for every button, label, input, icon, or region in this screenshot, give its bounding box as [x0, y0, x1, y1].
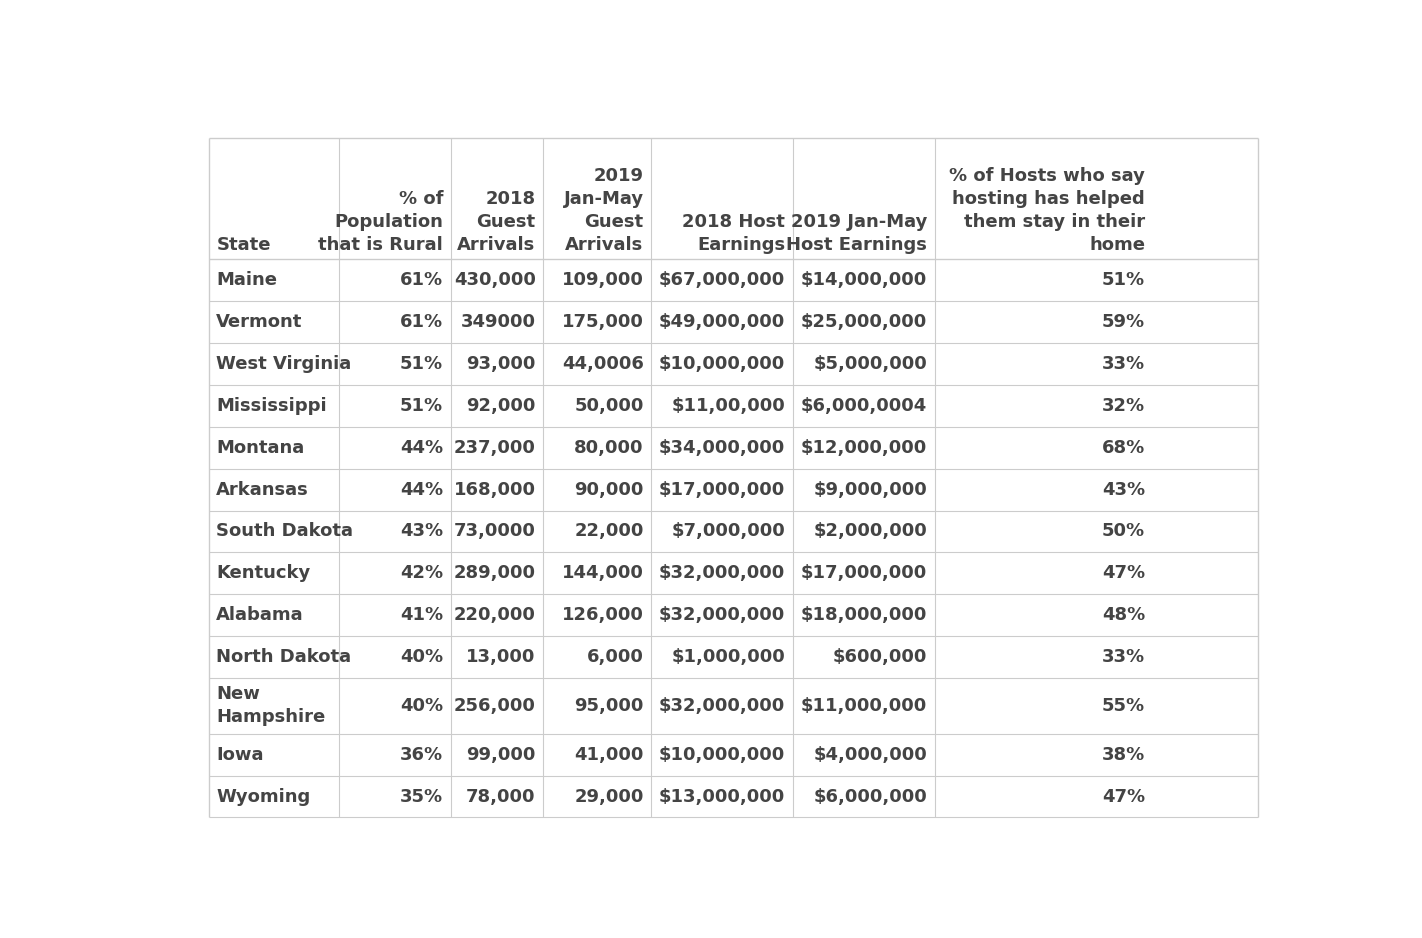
Text: $11,00,000: $11,00,000	[671, 397, 785, 415]
Text: $6,000,000: $6,000,000	[813, 788, 927, 806]
Text: 59%: 59%	[1102, 313, 1145, 331]
Text: Mississippi: Mississippi	[216, 397, 327, 415]
Text: 44,0006: 44,0006	[562, 355, 644, 373]
Text: 95,000: 95,000	[574, 697, 644, 715]
Text: $1,000,000: $1,000,000	[671, 648, 785, 666]
Text: Kentucky: Kentucky	[216, 565, 310, 582]
Text: 220,000: 220,000	[454, 606, 536, 625]
Text: Vermont: Vermont	[216, 313, 303, 331]
Text: $9,000,000: $9,000,000	[813, 480, 927, 499]
Text: 289,000: 289,000	[454, 565, 536, 582]
Text: 109,000: 109,000	[562, 271, 644, 289]
Text: Montana: Montana	[216, 439, 304, 457]
Text: 99,000: 99,000	[466, 746, 536, 764]
Text: 61%: 61%	[400, 271, 444, 289]
Text: 256,000: 256,000	[454, 697, 536, 715]
Text: $7,000,000: $7,000,000	[671, 522, 785, 540]
Text: 33%: 33%	[1102, 648, 1145, 666]
Text: $5,000,000: $5,000,000	[813, 355, 927, 373]
Text: 13,000: 13,000	[466, 648, 536, 666]
Text: % of Hosts who say
hosting has helped
them stay in their
home: % of Hosts who say hosting has helped th…	[950, 167, 1145, 254]
Text: $25,000,000: $25,000,000	[801, 313, 927, 331]
Text: 33%: 33%	[1102, 355, 1145, 373]
Text: New
Hampshire: New Hampshire	[216, 686, 326, 726]
Text: $11,000,000: $11,000,000	[801, 697, 927, 715]
Text: 430,000: 430,000	[454, 271, 536, 289]
Text: 349000: 349000	[461, 313, 536, 331]
Text: 168,000: 168,000	[454, 480, 536, 499]
Text: 92,000: 92,000	[466, 397, 536, 415]
Text: % of
Population
that is Rural: % of Population that is Rural	[319, 190, 444, 254]
Text: 22,000: 22,000	[574, 522, 644, 540]
Text: 43%: 43%	[1102, 480, 1145, 499]
Text: South Dakota: South Dakota	[216, 522, 353, 540]
Text: 43%: 43%	[400, 522, 444, 540]
Text: 35%: 35%	[400, 788, 444, 806]
Text: 237,000: 237,000	[454, 439, 536, 457]
Text: 40%: 40%	[400, 697, 444, 715]
Text: $17,000,000: $17,000,000	[658, 480, 785, 499]
Text: $4,000,000: $4,000,000	[813, 746, 927, 764]
Text: 38%: 38%	[1102, 746, 1145, 764]
Text: 29,000: 29,000	[574, 788, 644, 806]
Text: 2019 Jan-May
Host Earnings: 2019 Jan-May Host Earnings	[786, 213, 927, 254]
Text: 144,000: 144,000	[562, 565, 644, 582]
Text: $17,000,000: $17,000,000	[801, 565, 927, 582]
Text: Iowa: Iowa	[216, 746, 264, 764]
Text: $14,000,000: $14,000,000	[801, 271, 927, 289]
Text: 51%: 51%	[400, 397, 444, 415]
Text: North Dakota: North Dakota	[216, 648, 351, 666]
Text: $2,000,000: $2,000,000	[813, 522, 927, 540]
Text: 50,000: 50,000	[574, 397, 644, 415]
Text: 32%: 32%	[1102, 397, 1145, 415]
Text: State: State	[216, 236, 270, 254]
Text: $6,000,0004: $6,000,0004	[801, 397, 927, 415]
Text: 51%: 51%	[400, 355, 444, 373]
Text: 61%: 61%	[400, 313, 444, 331]
Text: $10,000,000: $10,000,000	[658, 355, 785, 373]
Text: 50%: 50%	[1102, 522, 1145, 540]
Text: 36%: 36%	[400, 746, 444, 764]
Text: 51%: 51%	[1102, 271, 1145, 289]
Text: $13,000,000: $13,000,000	[658, 788, 785, 806]
Text: 175,000: 175,000	[562, 313, 644, 331]
Text: Alabama: Alabama	[216, 606, 304, 625]
Text: 93,000: 93,000	[466, 355, 536, 373]
Text: 2018 Host
Earnings: 2018 Host Earnings	[683, 213, 785, 254]
Text: Wyoming: Wyoming	[216, 788, 310, 806]
Text: 68%: 68%	[1102, 439, 1145, 457]
Text: 78,000: 78,000	[466, 788, 536, 806]
Text: Maine: Maine	[216, 271, 277, 289]
Text: 80,000: 80,000	[574, 439, 644, 457]
Text: West Virginia: West Virginia	[216, 355, 351, 373]
Text: 126,000: 126,000	[562, 606, 644, 625]
Text: 55%: 55%	[1102, 697, 1145, 715]
Text: $32,000,000: $32,000,000	[658, 565, 785, 582]
Text: 73,0000: 73,0000	[454, 522, 536, 540]
Text: $12,000,000: $12,000,000	[801, 439, 927, 457]
Text: 41%: 41%	[400, 606, 444, 625]
Text: 48%: 48%	[1102, 606, 1145, 625]
Text: $18,000,000: $18,000,000	[801, 606, 927, 625]
Text: 6,000: 6,000	[587, 648, 644, 666]
Text: 90,000: 90,000	[574, 480, 644, 499]
Text: 42%: 42%	[400, 565, 444, 582]
Text: $32,000,000: $32,000,000	[658, 606, 785, 625]
Text: 47%: 47%	[1102, 788, 1145, 806]
Text: $600,000: $600,000	[832, 648, 927, 666]
Text: 40%: 40%	[400, 648, 444, 666]
Text: Arkansas: Arkansas	[216, 480, 309, 499]
Text: 44%: 44%	[400, 439, 444, 457]
Text: 2019
Jan-May
Guest
Arrivals: 2019 Jan-May Guest Arrivals	[563, 167, 644, 254]
Text: 2018
Guest
Arrivals: 2018 Guest Arrivals	[458, 190, 536, 254]
Text: 44%: 44%	[400, 480, 444, 499]
Text: 41,000: 41,000	[574, 746, 644, 764]
Text: 47%: 47%	[1102, 565, 1145, 582]
Text: $32,000,000: $32,000,000	[658, 697, 785, 715]
Text: $49,000,000: $49,000,000	[658, 313, 785, 331]
Text: $67,000,000: $67,000,000	[658, 271, 785, 289]
Text: $10,000,000: $10,000,000	[658, 746, 785, 764]
Text: $34,000,000: $34,000,000	[658, 439, 785, 457]
